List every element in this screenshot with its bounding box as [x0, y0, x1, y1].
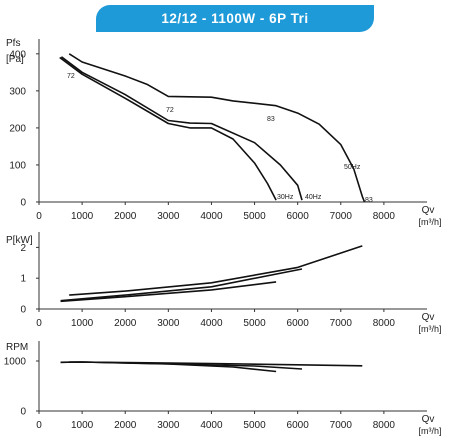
curve-50Hz [69, 245, 363, 296]
x-tick-label: 7000 [330, 420, 353, 431]
y-axis-unit: [Pa] [6, 54, 24, 65]
x-tick-label: 8000 [373, 318, 396, 329]
x-axis-unit: [m³/h] [418, 217, 441, 227]
y-tick-label: 2 [20, 243, 26, 254]
x-axis-unit: [m³/h] [418, 426, 441, 436]
chart-title: 12/12 - 1100W - 6P Tri [161, 11, 309, 26]
x-tick-label: 5000 [243, 211, 266, 222]
curve-annotation: 72 [166, 107, 174, 114]
x-tick-label: 4000 [200, 318, 223, 329]
x-tick-label: 7000 [330, 211, 353, 222]
x-tick-label: 3000 [157, 420, 180, 431]
x-tick-label: 0 [36, 420, 42, 431]
x-tick-label: 0 [36, 211, 42, 222]
y-tick-label: 300 [9, 86, 26, 97]
y-axis-label: Pfs [6, 38, 20, 49]
curve-30Hz [59, 56, 277, 201]
x-tick-label: 4000 [200, 420, 223, 431]
x-axis-label: Qv [422, 414, 435, 425]
x-tick-label: 3000 [157, 211, 180, 222]
y-tick-label: 0 [20, 407, 26, 418]
x-tick-label: 1000 [71, 318, 94, 329]
x-tick-label: 4000 [200, 211, 223, 222]
x-tick-label: 8000 [373, 420, 396, 431]
y-tick-label: 100 [9, 160, 26, 171]
y-axis-label: P[kW] [6, 235, 33, 246]
y-tick-label: 200 [9, 123, 26, 134]
y-tick-label: 0 [20, 198, 26, 209]
curve-annotation: 40Hz [305, 194, 322, 201]
x-tick-label: 2000 [114, 420, 137, 431]
x-tick-label: 1000 [71, 420, 94, 431]
x-axis-label: Qv [422, 312, 435, 323]
curve-40Hz [60, 56, 303, 201]
y-axis-label: RPM [6, 342, 28, 353]
x-tick-label: 5000 [243, 318, 266, 329]
x-tick-label: 2000 [114, 318, 137, 329]
y-tick-label: 0 [20, 305, 26, 316]
x-tick-label: 1000 [71, 211, 94, 222]
x-tick-label: 3000 [157, 318, 180, 329]
chart-panel-1 [36, 39, 427, 205]
y-tick-label: 1000 [4, 357, 27, 368]
curve-annotation: 72 [67, 73, 75, 80]
curve-40Hz [60, 268, 303, 302]
chart-title-banner: 12/12 - 1100W - 6P Tri [96, 5, 374, 32]
x-axis-unit: [m³/h] [418, 324, 441, 334]
curve-annotation: 30Hz [277, 194, 294, 201]
x-tick-label: 6000 [287, 211, 310, 222]
x-tick-label: 7000 [330, 318, 353, 329]
x-tick-label: 6000 [287, 420, 310, 431]
curve-annotation: 83 [365, 197, 373, 204]
x-tick-label: 0 [36, 318, 42, 329]
chart-panel-2 [36, 232, 427, 312]
x-tick-label: 6000 [287, 318, 310, 329]
chart-panel-3 [36, 341, 427, 414]
curve-30Hz [60, 281, 277, 303]
curve-50Hz [69, 361, 363, 367]
x-axis-label: Qv [422, 205, 435, 216]
x-tick-label: 8000 [373, 211, 396, 222]
y-tick-label: 400 [9, 49, 26, 60]
curve-annotation: 83 [267, 116, 275, 123]
curve-50Hz [68, 53, 366, 203]
x-tick-label: 2000 [114, 211, 137, 222]
curve-annotation: 50Hz [344, 164, 361, 171]
y-tick-label: 1 [20, 274, 26, 285]
x-tick-label: 5000 [243, 420, 266, 431]
